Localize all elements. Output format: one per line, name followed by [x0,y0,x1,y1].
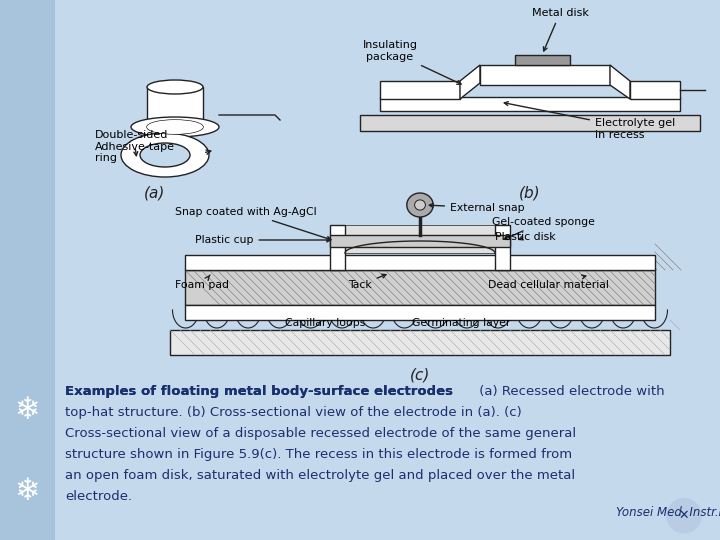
Bar [185,270,655,305]
Polygon shape [610,65,630,99]
Text: Snap coated with Ag-AgCl: Snap coated with Ag-AgCl [175,207,331,240]
Bar [630,81,680,99]
Ellipse shape [147,80,203,94]
Ellipse shape [147,120,203,134]
Ellipse shape [415,200,426,210]
Bar [515,55,570,65]
Text: top-hat structure. (b) Cross-sectional view of the electrode in (a). (c): top-hat structure. (b) Cross-sectional v… [65,406,522,419]
Text: Metal disk: Metal disk [531,8,588,51]
Bar [0,0,55,540]
Text: External snap: External snap [429,203,525,213]
Text: ❄: ❄ [14,396,40,425]
Text: ✕: ✕ [679,509,689,522]
Circle shape [667,499,701,532]
Bar [147,87,203,127]
Text: Plastic cup: Plastic cup [195,235,330,245]
Bar [380,97,680,111]
Text: Double-sided
Adhesive-tape
ring: Double-sided Adhesive-tape ring [95,130,175,163]
Text: Dead cellular material: Dead cellular material [488,275,609,290]
Bar [330,235,510,247]
Bar [170,330,670,355]
Text: (c): (c) [410,368,430,383]
Bar [495,225,510,270]
Text: Gel-coated sponge: Gel-coated sponge [492,217,595,239]
Text: Insulating
package: Insulating package [362,40,461,84]
Text: electrode.: electrode. [65,490,132,503]
Ellipse shape [121,133,209,177]
Text: Tack: Tack [348,274,386,290]
Text: structure shown in Figure 5.9(c). The recess in this electrode is formed from: structure shown in Figure 5.9(c). The re… [65,448,572,461]
Text: Electrolyte gel
in recess: Electrolyte gel in recess [504,102,675,140]
Ellipse shape [407,193,433,217]
Text: Germinating layer: Germinating layer [412,318,510,328]
Text: Plastic disk: Plastic disk [495,232,556,242]
Text: (a) Recessed electrode with: (a) Recessed electrode with [475,385,665,398]
Bar [330,225,345,270]
Text: (b): (b) [519,185,541,200]
Polygon shape [460,65,480,99]
Ellipse shape [140,143,190,167]
Text: ❄: ❄ [14,477,40,506]
Bar [185,255,655,270]
Bar [380,81,460,99]
Text: Capillary loops: Capillary loops [285,318,365,328]
Text: Examples of floating metal body-surface electrodes: Examples of floating metal body-surface … [65,385,453,398]
Text: Foam pad: Foam pad [175,275,229,290]
Text: Yonsei Med. Instr.Lab: Yonsei Med. Instr.Lab [616,507,720,519]
Ellipse shape [147,120,203,134]
Text: Examples of floating metal body-surface electrodes: Examples of floating metal body-surface … [65,385,453,398]
Bar [345,225,495,253]
Bar [360,115,700,131]
Bar [480,65,610,85]
Bar [185,305,655,320]
Text: (a): (a) [144,185,166,200]
Text: Cross-sectional view of a disposable recessed electrode of the same general: Cross-sectional view of a disposable rec… [65,427,576,440]
Ellipse shape [131,117,219,137]
Text: an open foam disk, saturated with electrolyte gel and placed over the metal: an open foam disk, saturated with electr… [65,469,575,482]
